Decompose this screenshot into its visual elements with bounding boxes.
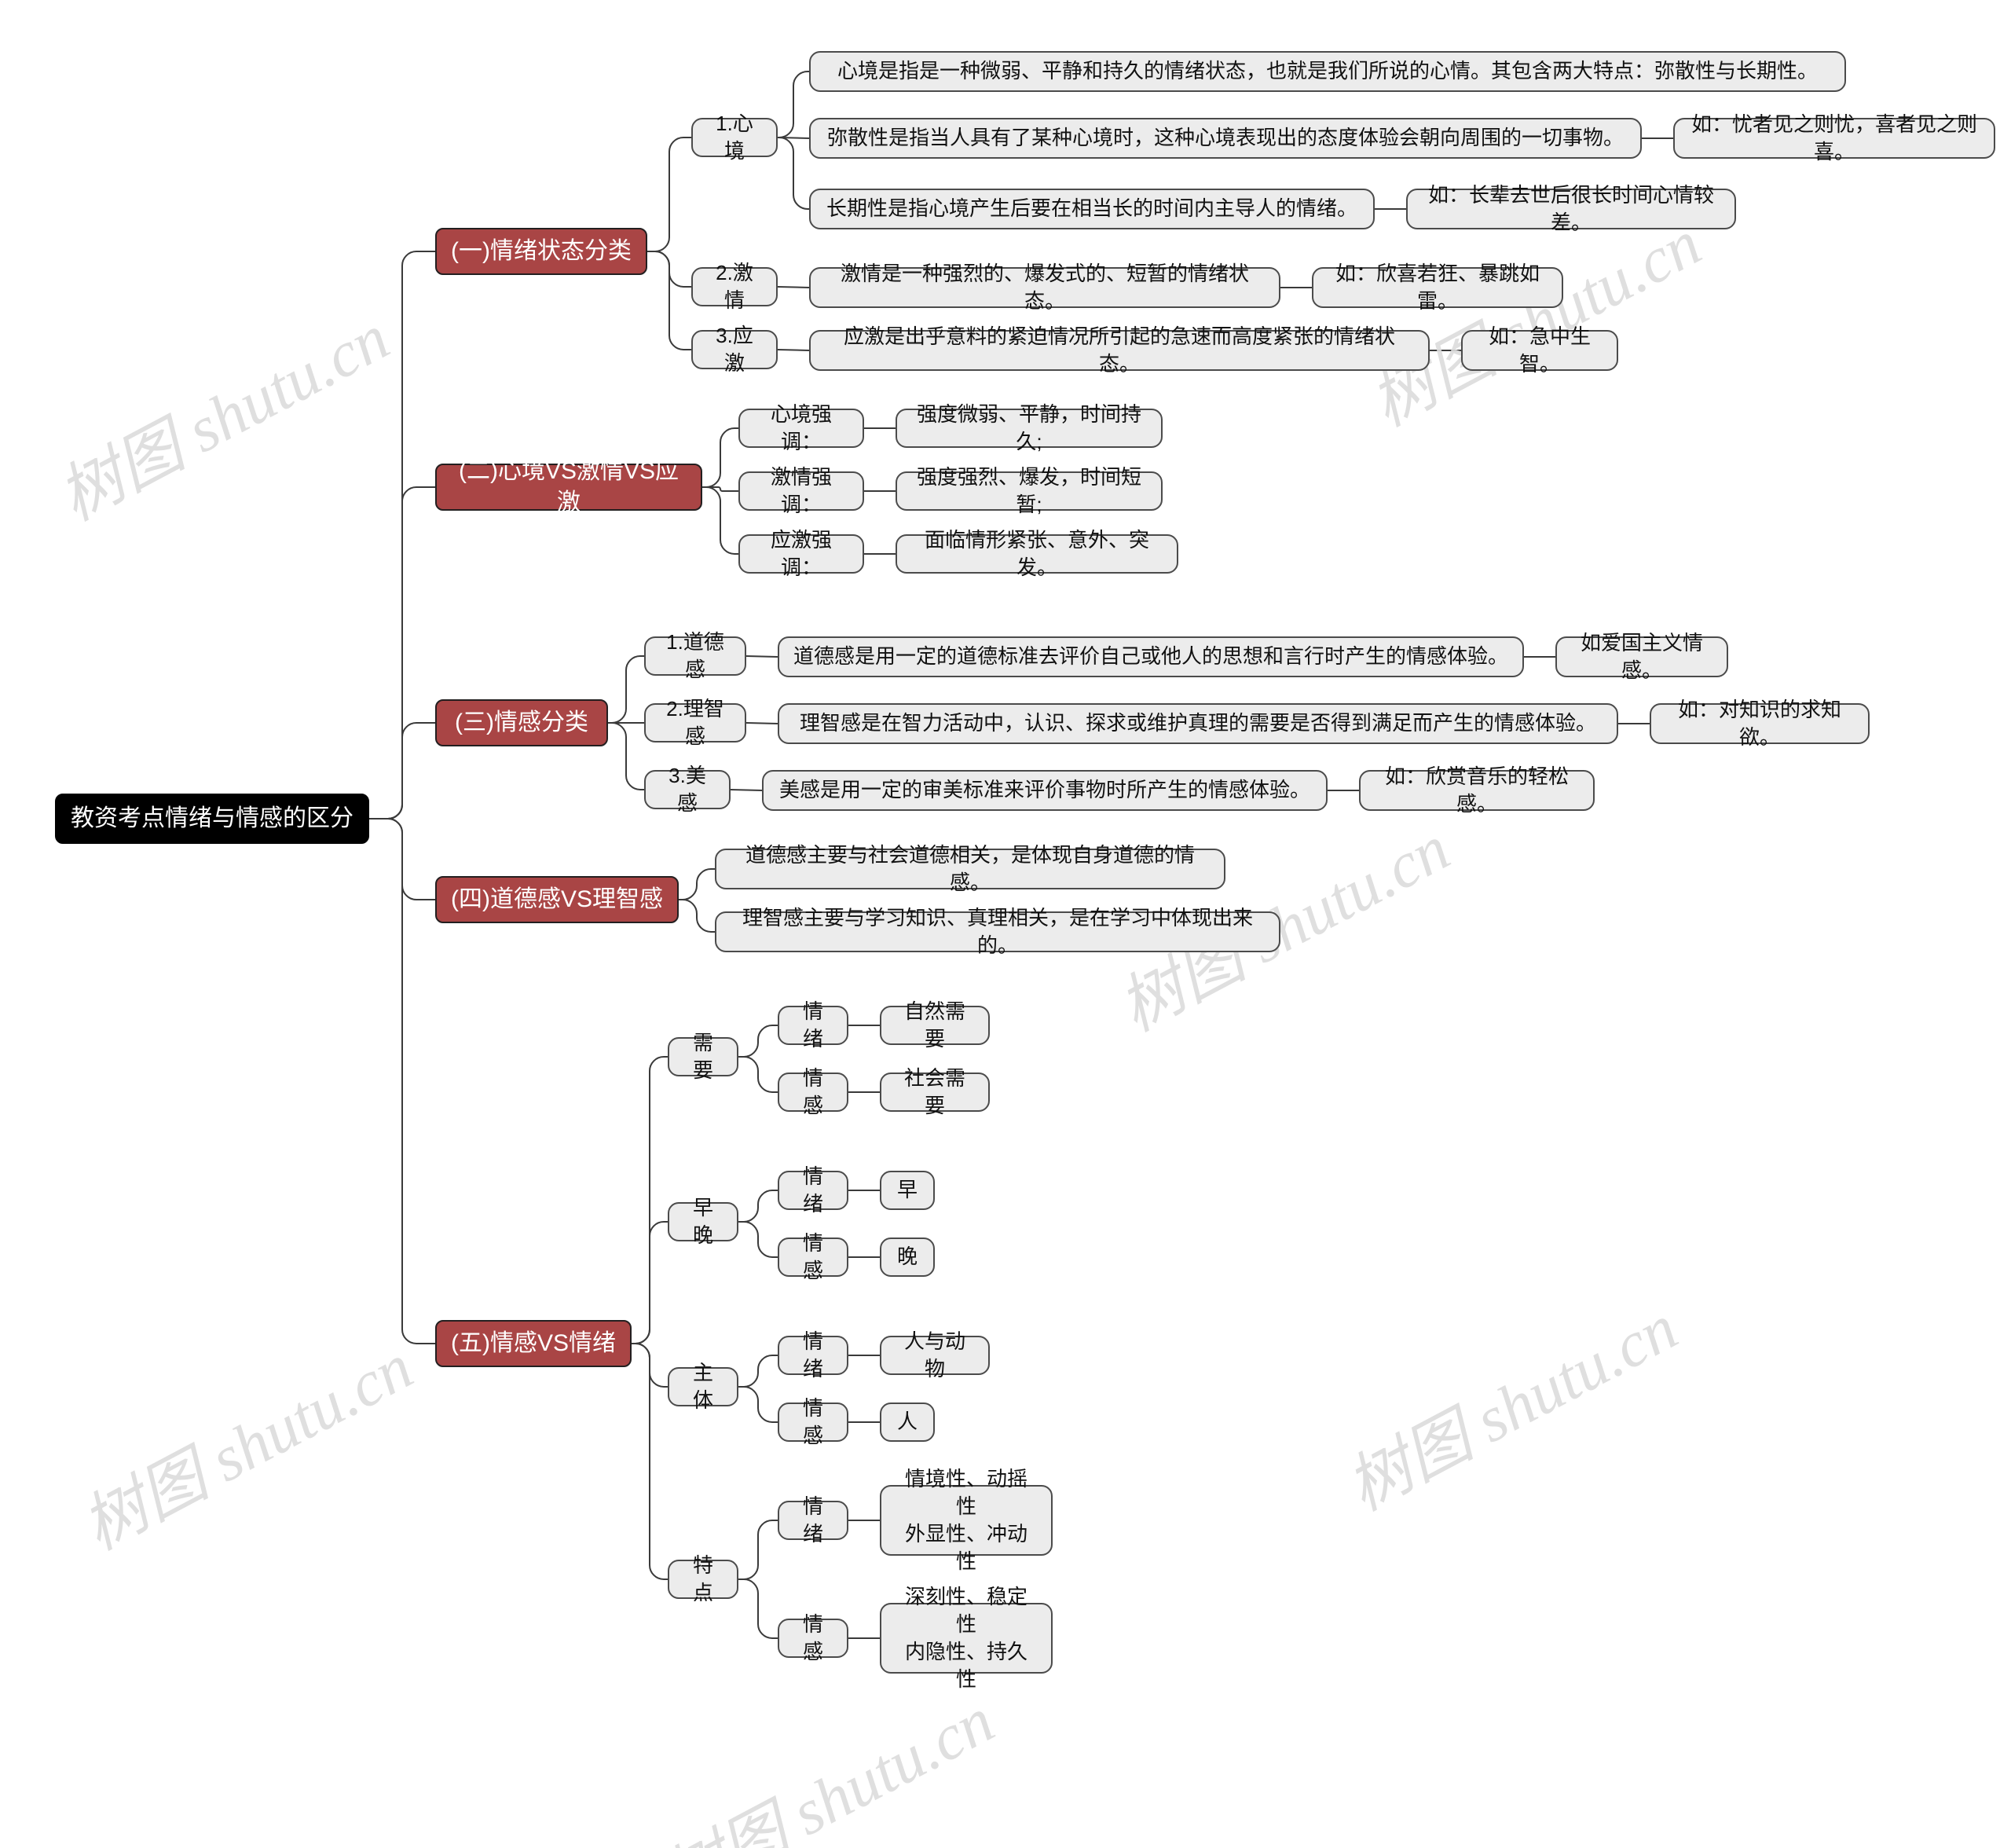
watermark: 树图 shutu.cn	[644, 1669, 1007, 1848]
node-n_zt: 主体	[668, 1367, 738, 1406]
node-n_xj_desc3_eg: 如：长辈去世后很长时间心情较差。	[1406, 189, 1736, 229]
node-n_zw_qx: 情绪	[778, 1171, 848, 1210]
node-n_zw_qg: 情感	[778, 1238, 848, 1277]
watermark: 树图 shutu.cn	[63, 1315, 426, 1568]
node-n_td_qx: 情绪	[778, 1501, 848, 1540]
node-n_xy: 需要	[668, 1037, 738, 1076]
node-n_cmp_xj: 心境强调：	[738, 409, 864, 448]
node-n_cmp_jq_d: 强度强烈、爆发，时间短暂;	[896, 471, 1163, 511]
node-n_jq_desc: 激情是一种强烈的、爆发式的、短暂的情绪状态。	[809, 267, 1280, 308]
node-n_yj_desc: 应激是出乎意料的紧迫情况所引起的急速而高度紧张的情绪状态。	[809, 330, 1430, 371]
node-n_ddg_eg: 如爱国主义情感。	[1555, 636, 1728, 677]
watermark: 树图 shutu.cn	[1328, 1276, 1690, 1528]
node-n_lzg_eg: 如：对知识的求知欲。	[1650, 703, 1870, 744]
node-n_xy_qg_d: 社会需要	[880, 1072, 990, 1112]
node-n_cmp_yj_d: 面临情形紧张、意外、突发。	[896, 534, 1178, 574]
node-n_td_qg: 情感	[778, 1619, 848, 1658]
node-n_b4_1: 道德感主要与社会道德相关，是体现自身道德的情感。	[715, 849, 1225, 889]
node-n_b4_2: 理智感主要与学习知识、真理相关，是在学习中体现出来的。	[715, 911, 1280, 952]
node-b4: (四)道德感VS理智感	[435, 876, 679, 923]
node-b5: (五)情感VS情绪	[435, 1320, 632, 1367]
node-n_jiqing: 2.激情	[691, 267, 778, 306]
node-n_yingji: 3.应激	[691, 330, 778, 369]
node-b1: (一)情绪状态分类	[435, 228, 647, 275]
node-n_cmp_yj: 应激强调：	[738, 534, 864, 574]
node-n_cmp_xj_d: 强度微弱、平静，时间持久;	[896, 409, 1163, 448]
node-n_lzg_d: 理智感是在智力活动中，认识、探求或维护真理的需要是否得到满足而产生的情感体验。	[778, 703, 1618, 744]
node-n_xy_qx: 情绪	[778, 1006, 848, 1045]
node-n_mg_eg: 如：欣赏音乐的轻松感。	[1359, 770, 1595, 811]
node-n_mg_d: 美感是用一定的审美标准来评价事物时所产生的情感体验。	[762, 770, 1328, 811]
node-b2: (二)心境VS激情VS应激	[435, 464, 702, 511]
mindmap-canvas: 树图 shutu.cn 树图 shutu.cn 树图 shutu.cn 树图 shut…	[0, 0, 2011, 1848]
node-n_cmp_jq: 激情强调：	[738, 471, 864, 511]
node-n_xj_desc1: 心境是指是一种微弱、平静和持久的情绪状态，也就是我们所说的心情。其包含两大特点：…	[809, 51, 1846, 92]
node-n_td_qg_d: 深刻性、稳定性 内隐性、持久性	[880, 1603, 1053, 1674]
node-n_xj_desc3: 长期性是指心境产生后要在相当长的时间内主导人的情绪。	[809, 189, 1375, 229]
node-n_xy_qx_d: 自然需要	[880, 1006, 990, 1045]
node-n_yj_eg: 如：急中生智。	[1461, 330, 1618, 371]
node-n_td_qx_d: 情境性、动摇性 外显性、冲动性	[880, 1485, 1053, 1556]
watermark: 树图 shutu.cn	[39, 286, 402, 538]
node-b3: (三)情感分类	[435, 699, 608, 746]
node-n_xy_qg: 情感	[778, 1072, 848, 1112]
node-n_ddg_d: 道德感是用一定的道德标准去评价自己或他人的思想和言行时产生的情感体验。	[778, 636, 1524, 677]
node-n_zt_qg: 情感	[778, 1402, 848, 1442]
node-n_mg: 3.美感	[644, 770, 731, 809]
node-n_xinjing: 1.心境	[691, 118, 778, 157]
node-n_td: 特点	[668, 1560, 738, 1599]
node-n_ddg: 1.道德感	[644, 636, 746, 676]
node-n_zt_qg_d: 人	[880, 1402, 935, 1442]
node-n_zt_qx_d: 人与动物	[880, 1336, 990, 1375]
node-root: 教资考点情绪与情感的区分	[55, 794, 369, 844]
node-n_zt_qx: 情绪	[778, 1336, 848, 1375]
node-n_zw: 早晚	[668, 1202, 738, 1241]
node-n_jq_eg: 如：欣喜若狂、暴跳如雷。	[1312, 267, 1563, 308]
node-n_xj_desc2_eg: 如：忧者见之则忧，喜者见之则喜。	[1673, 118, 1995, 159]
node-n_xj_desc2: 弥散性是指当人具有了某种心境时，这种心境表现出的态度体验会朝向周围的一切事物。	[809, 118, 1642, 159]
node-n_zw_qg_d: 晚	[880, 1238, 935, 1277]
node-n_lzg: 2.理智感	[644, 703, 746, 742]
node-n_zw_qx_d: 早	[880, 1171, 935, 1210]
